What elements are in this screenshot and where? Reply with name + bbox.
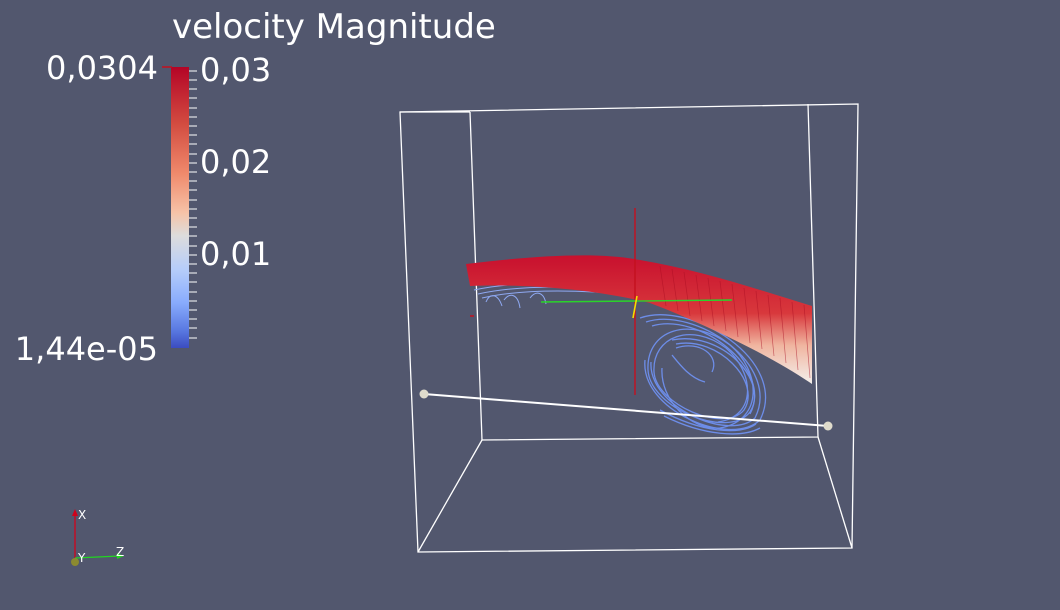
vortex-streamlines [639, 314, 767, 435]
jet-streamlines [466, 255, 812, 384]
legend-title: velocity Magnitude [172, 7, 496, 47]
line-probe-handle-start[interactable] [419, 389, 429, 399]
line-probe-widget[interactable] [419, 389, 833, 431]
jet-streamline-hatching [659, 265, 811, 379]
colorbar-ticks [162, 66, 197, 339]
orientation-axes [71, 509, 124, 566]
legend-range-max: 0,0304 [46, 49, 158, 87]
colorbar [171, 67, 189, 348]
orientation-axis-x-label: X [78, 508, 87, 522]
legend-range-min: 1,44e-05 [14, 330, 158, 368]
line-probe-handle-end[interactable] [823, 421, 833, 431]
orientation-axis-y-label: Y [78, 551, 86, 565]
center-axes-marker [540, 208, 733, 395]
orientation-axis-z-label: Z [116, 545, 125, 559]
legend-tick-label: 0,01 [200, 235, 272, 273]
legend-tick-label: 0,03 [200, 51, 272, 89]
legend-tick-label: 0,02 [200, 143, 272, 181]
